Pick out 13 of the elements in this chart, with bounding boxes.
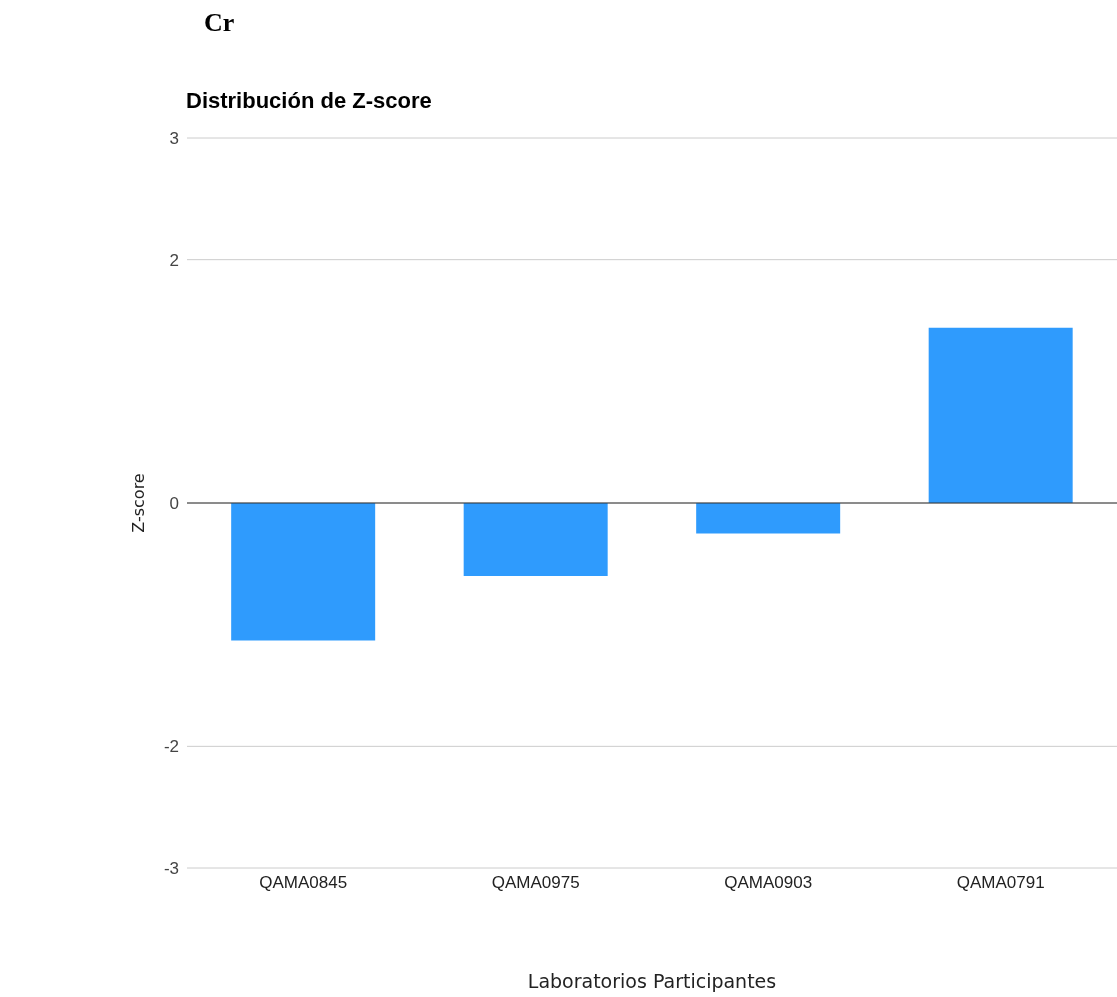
- x-tick-label: QAMA0975: [491, 873, 580, 893]
- x-tick-label: QAMA0845: [259, 873, 348, 893]
- x-tick-label: QAMA0791: [956, 873, 1045, 893]
- y-tick-label: 3: [169, 129, 179, 149]
- y-tick-label: -2: [163, 737, 179, 757]
- chart-title: Cr: [204, 8, 236, 39]
- y-tick-label: 2: [169, 250, 179, 270]
- y-tick-label: -3: [163, 859, 179, 879]
- x-tick-label: QAMA0903: [724, 873, 813, 893]
- y-tick-label: 0: [169, 494, 179, 514]
- x-axis-title: Laboratorios Participantes: [527, 970, 777, 992]
- y-axis-title: Z-score: [128, 473, 148, 533]
- chart-subtitle: Distribución de Z-score: [186, 88, 433, 115]
